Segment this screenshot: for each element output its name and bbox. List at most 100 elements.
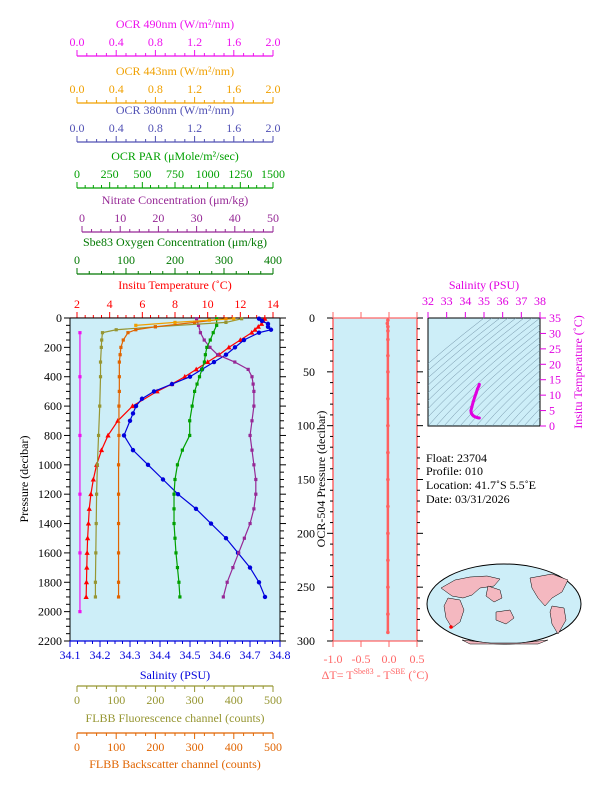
series-salinity-point	[175, 491, 181, 497]
series-salinity-point	[145, 462, 151, 468]
axis-salinity-tick: 34.8	[270, 648, 291, 662]
series-backscatter-point	[119, 345, 123, 349]
axis-oxygen-tick: 0	[74, 253, 80, 267]
main-pressure-tick: 800	[44, 428, 62, 442]
info-date: Date: 03/31/2026	[426, 492, 510, 506]
axis-fluorescence: 0 100 200 300 400 500 FLBB Fluorescence chann…	[74, 685, 282, 725]
series-ocr490-point	[78, 433, 82, 438]
series-backscatter-point	[134, 328, 138, 332]
series-temperature-point	[105, 432, 111, 438]
info-profile: Profile: 010	[426, 464, 483, 478]
series-backscatter-point	[116, 463, 121, 467]
series-temperature-point	[193, 366, 199, 372]
series-salinity-point	[187, 374, 193, 379]
axis-ocr380-label: OCR 380nm (W/m²/nm)	[116, 103, 234, 117]
ts-temperature-tick: 0	[549, 419, 555, 433]
axis-backscatter-tick: 300	[186, 740, 204, 754]
axis-salinity-tick: 34.6	[210, 648, 231, 662]
series-oxygen-point	[175, 463, 180, 467]
map-land-africa	[443, 597, 465, 629]
series-ocr490-point	[78, 375, 82, 379]
dt-series-point	[386, 504, 390, 509]
series-backscatter-point	[117, 433, 121, 438]
series-salinity-point	[133, 403, 139, 409]
info-float: Float: 23704	[426, 451, 487, 465]
ts-temperature-tick: 30	[549, 326, 561, 340]
series-salinity-point	[247, 565, 253, 570]
series-fluorescence-point	[114, 328, 118, 332]
series-temperature-point	[85, 520, 92, 526]
axis-salinity-tick: 34.2	[90, 648, 111, 662]
axis-par-tick: 500	[133, 167, 151, 181]
series-salinity-point	[223, 536, 229, 541]
ts-density-contour	[428, 318, 540, 418]
ts-density-contour	[523, 408, 540, 426]
axis-ocr380-tick: 2.0	[266, 121, 281, 135]
series-nitrate-point	[252, 463, 256, 467]
series-oxygen-point	[172, 492, 176, 496]
series-fluorescence-point	[100, 331, 105, 335]
axis-ocr490-tick: 1.2	[187, 35, 202, 49]
axis-nitrate-tick: 0	[79, 211, 85, 225]
dt-series-point	[386, 324, 390, 329]
series-nitrate-point	[252, 389, 256, 394]
series-salinity-point	[256, 330, 262, 335]
map-land-south-america	[549, 605, 567, 635]
ts-density-contour	[428, 318, 509, 386]
axis-ocr443-tick: 1.2	[187, 82, 202, 96]
axis-salinity-tick: 34.1	[60, 648, 81, 662]
ts-series-point	[471, 400, 475, 404]
ts-temperature-tick: 5	[549, 404, 555, 418]
series-ocr490-point	[78, 610, 82, 614]
axis-par-tick: 250	[101, 167, 119, 181]
axis-fluorescence-tick: 500	[264, 693, 282, 707]
series-ocr443-point	[207, 318, 211, 322]
series-salinity-point	[241, 337, 247, 343]
main-pressure-tick: 600	[44, 399, 62, 413]
series-fluorescence-point	[224, 320, 228, 325]
series-backscatter-point	[117, 375, 121, 379]
axis-ocr443-label: OCR 443nm (W/m²/nm)	[116, 64, 234, 78]
main-pressure-tick: 200	[44, 340, 62, 354]
main-pressure-tick: 1000	[38, 458, 62, 472]
series-fluorescence-point	[98, 375, 103, 379]
series-temperature-point	[86, 506, 92, 511]
axis-backscatter-tick: 200	[146, 740, 164, 754]
ts-salinity-axis: 32 33 34 35 36 37 38	[422, 294, 546, 318]
series-salinity-point	[193, 506, 199, 512]
series-salinity-point	[130, 411, 136, 416]
dt-series-point	[386, 630, 390, 635]
series-backscatter-point	[117, 389, 121, 394]
dt-series-point	[386, 337, 390, 342]
series-temperature-point	[83, 579, 90, 585]
series-backscatter-point	[116, 492, 121, 496]
axis-nitrate-tick: 30	[191, 211, 203, 225]
series-nitrate-point	[246, 367, 250, 371]
dt-series-point	[386, 370, 390, 374]
series-backscatter-point	[116, 595, 121, 599]
ts-density-contour	[428, 318, 525, 401]
series-salinity-point	[139, 396, 145, 401]
ts-series-point	[477, 384, 481, 388]
axis-salinity-tick: 34.7	[240, 648, 261, 662]
axis-par-label: OCR PAR (μMole/m²/sec)	[111, 149, 239, 163]
dt-delta-axis: -1.0 -0.5 0.0 0.5	[324, 312, 425, 666]
axis-temperature-tick: 6	[139, 297, 145, 311]
axis-temperature-tick: 10	[202, 297, 214, 311]
ts-density-contour	[428, 318, 533, 410]
main-pressure-tick: 2200	[38, 634, 62, 648]
series-oxygen-point	[200, 367, 204, 371]
series-fluorescence-point	[93, 580, 98, 584]
dt-series-point	[385, 321, 390, 326]
axis-ocr443: OCR 443nm (W/m²/nm) 0.0 0.4 0.8 1.2 1.6 2.0	[70, 64, 281, 104]
ts-density-contour	[428, 318, 485, 364]
series-fluorescence-point	[99, 345, 103, 349]
series-fluorescence-point	[93, 595, 98, 599]
ts-series-point	[474, 391, 478, 395]
map-land-australia	[495, 609, 515, 625]
series-backscatter-point	[193, 320, 197, 325]
series-oxygen-point	[175, 565, 180, 570]
series-nitrate-point	[196, 323, 201, 327]
ts-temperature-tick: 35	[549, 311, 561, 325]
